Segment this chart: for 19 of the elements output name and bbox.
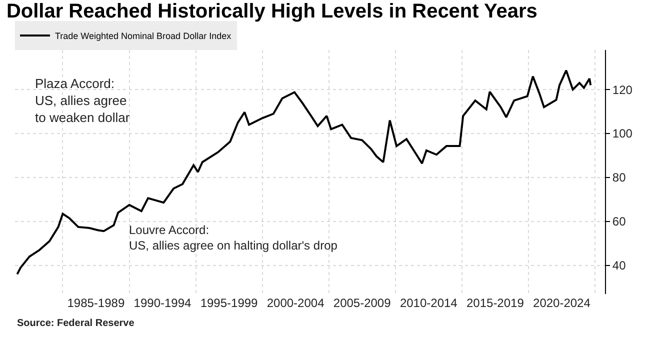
x-tick-label: 1985-1989 [67,296,125,310]
annotation: Plaza Accord: US, allies agree to weaken dollar [35,76,130,125]
chart-title: Dollar Reached Historically High Levels in Recent Years [6,0,538,22]
x-tick-label: 1990-1994 [134,296,192,310]
y-tick-label: 80 [612,170,626,185]
x-tick-label: 2005-2009 [333,296,392,310]
x-tick-label: 2020-2024 [533,296,591,310]
legend-label: Trade Weighted Nominal Broad Dollar Index [55,31,232,42]
line-series [16,69,592,276]
source-note: Source: Federal Reserve [17,318,135,329]
y-tick-label: 120 [612,82,633,97]
y-tick-label: 100 [612,126,633,141]
x-tick-label: 2010-2014 [400,296,458,310]
y-tick-label: 40 [612,258,626,273]
x-tick-label: 2015-2019 [466,296,524,310]
x-tick-label: 1995-1999 [200,296,258,310]
annotation: Louvre Accord: US, allies agree on halting dollar's drop [129,223,338,253]
y-tick-label: 60 [612,214,626,229]
x-tick-label: 2000-2004 [266,296,325,310]
